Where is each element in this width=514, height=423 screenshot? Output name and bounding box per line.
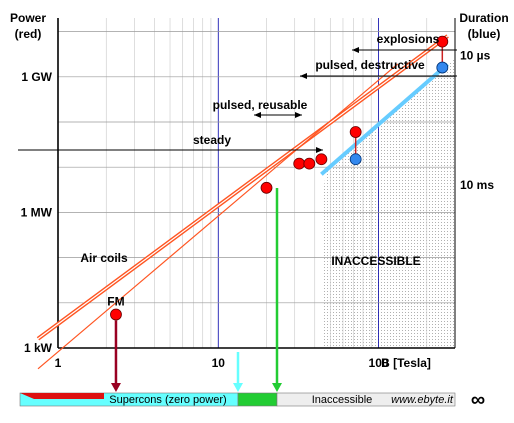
left-axis-title: (red) — [15, 27, 42, 41]
power-data-point — [110, 308, 122, 321]
y-tick-label: 1 GW — [21, 70, 52, 84]
x-axis-label: B [Tesla] — [381, 356, 431, 370]
annotation-arrowhead — [315, 147, 323, 153]
power-data-point — [349, 126, 362, 138]
duration-data-point — [436, 61, 449, 74]
power-data-point — [303, 157, 316, 170]
supercons-arrow-head — [233, 383, 243, 392]
left-axis-title: Power — [10, 11, 46, 25]
credit-label: www.ebyte.it — [391, 394, 454, 406]
right-axis-title: Duration — [459, 11, 508, 25]
fm-arrow-head — [110, 383, 121, 392]
fm-point-label: FM — [107, 295, 124, 309]
inaccessible-region — [322, 57, 455, 349]
annotation-label: pulsed, destructive — [315, 58, 425, 72]
power-lower-bound-line — [37, 63, 399, 370]
duration-data-point — [349, 153, 362, 166]
bar-segment — [237, 392, 278, 407]
y-tick-label: 1 MW — [21, 205, 53, 219]
air-coils-label: Air coils — [80, 251, 128, 265]
annotation-label: steady — [193, 133, 231, 147]
supercons-label: Supercons (zero power) — [109, 394, 226, 406]
annotation-label: pulsed, reusable — [213, 98, 308, 112]
air-coils-bar-marker — [20, 393, 104, 399]
x-tick-label: 100 — [369, 356, 389, 370]
power-data-point — [260, 181, 273, 194]
x-tick-label: 1 — [55, 356, 62, 370]
power-data-point — [293, 157, 306, 170]
x-tick-label: 10 — [212, 356, 226, 370]
green-arrow-head — [272, 383, 282, 392]
y-tick-label: 1 kW — [24, 341, 53, 355]
infinity-symbol: ∞ — [471, 389, 485, 411]
right-tick-label: 10 µs — [460, 49, 491, 63]
annotation-arrowhead — [295, 112, 302, 118]
annotation-arrowhead — [254, 112, 261, 118]
power-data-point — [315, 153, 328, 166]
annotation-arrowhead — [300, 73, 307, 79]
duration-trend-line — [320, 62, 449, 176]
bar-segment — [276, 392, 456, 407]
inaccessible-bar-label: Inaccessible — [312, 394, 373, 406]
power-trend-line-inner — [37, 35, 449, 340]
right-tick-label: 10 ms — [460, 178, 494, 192]
annotation-arrowhead — [352, 47, 359, 53]
right-axis-title: (blue) — [468, 27, 501, 41]
annotation-label: explosions — [377, 32, 440, 46]
power-data-point — [436, 35, 449, 48]
inaccessible-label: INACCESSIBLE — [331, 254, 420, 268]
